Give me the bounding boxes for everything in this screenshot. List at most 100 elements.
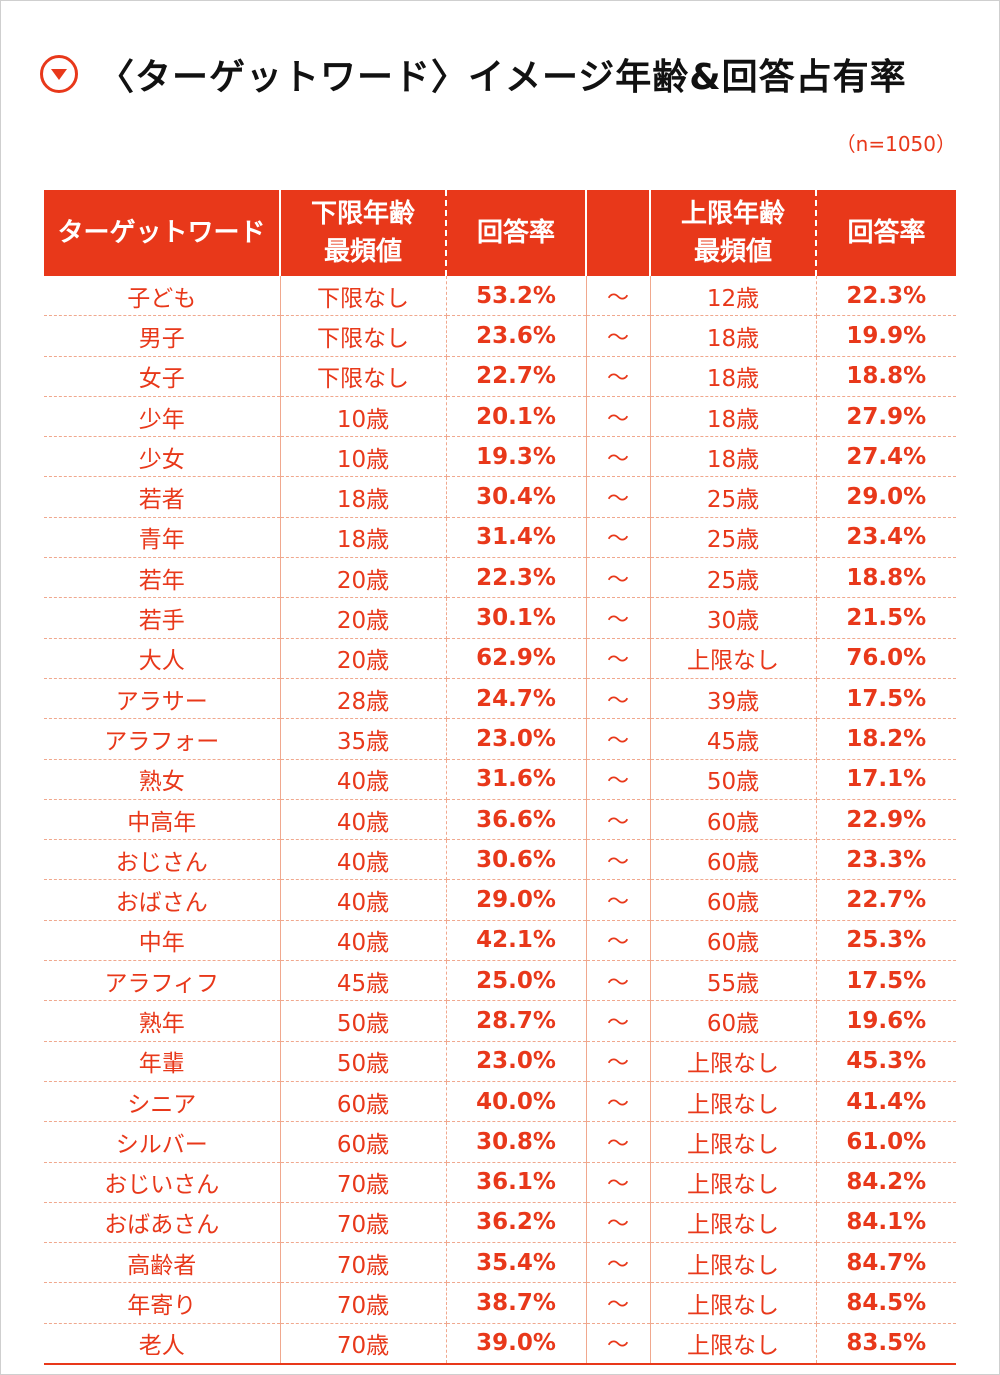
cell-tilde: 〜 xyxy=(586,1121,651,1163)
cell-tilde: 〜 xyxy=(586,638,651,679)
cell-lower-age: 20歳 xyxy=(280,597,447,639)
cell-lower-rate: 36.1% xyxy=(446,1162,587,1203)
cell-upper-rate: 18.8% xyxy=(816,557,956,599)
cell-upper-age: 18歳 xyxy=(650,315,817,357)
cell-lower-age: 50歳 xyxy=(280,1000,447,1042)
cell-target-word: おばあさん xyxy=(44,1202,281,1244)
table-row: おじいさん 70歳 36.1% 〜上限なし 84.2% xyxy=(44,1162,956,1203)
cell-target-word: 中年 xyxy=(44,920,281,962)
cell-target-word: 子ども xyxy=(44,276,281,317)
table-body: 子ども 下限なし 53.2% 〜 12歳 22.3% 男子 下限なし 23.6% 〜 18歳 19.9… xyxy=(44,276,956,1366)
cell-tilde: 〜 xyxy=(586,1162,651,1203)
cell-upper-age: 上限なし xyxy=(650,1121,817,1163)
cell-lower-rate: 29.0% xyxy=(446,879,587,921)
cell-target-word: 年寄り xyxy=(44,1282,281,1324)
cell-upper-rate: 23.3% xyxy=(816,839,956,881)
cell-upper-age: 60歳 xyxy=(650,799,817,841)
cell-lower-age: 70歳 xyxy=(280,1242,447,1284)
table-row: 年輩 50歳 23.0% 〜上限なし 45.3% xyxy=(44,1041,956,1082)
cell-tilde: 〜 xyxy=(586,1081,651,1123)
table-row: 少女 10歳 19.3% 〜 18歳 27.4% xyxy=(44,436,956,478)
table-row: アラフィフ 45歳 25.0% 〜 55歳 17.5% xyxy=(44,960,956,1002)
cell-upper-age: 18歳 xyxy=(650,356,817,397)
table-row: 大人 20歳 62.9% 〜上限なし 76.0% xyxy=(44,638,956,679)
table-row: 年寄り 70歳 38.7% 〜上限なし 84.5% xyxy=(44,1282,956,1324)
cell-tilde: 〜 xyxy=(586,396,651,438)
header-tilde xyxy=(586,190,651,276)
cell-upper-age: 25歳 xyxy=(650,476,817,518)
cell-upper-rate: 41.4% xyxy=(816,1081,956,1123)
cell-target-word: 高齢者 xyxy=(44,1242,281,1284)
cell-lower-age: 70歳 xyxy=(280,1282,447,1324)
cell-target-word: 若者 xyxy=(44,476,281,518)
cell-tilde: 〜 xyxy=(586,678,651,720)
cell-target-word: 女子 xyxy=(44,356,281,397)
table-row: 女子 下限なし 22.7% 〜 18歳 18.8% xyxy=(44,356,956,397)
cell-lower-age: 20歳 xyxy=(280,638,447,679)
cell-upper-age: 上限なし xyxy=(650,1162,817,1203)
cell-target-word: 熟年 xyxy=(44,1000,281,1042)
cell-upper-age: 上限なし xyxy=(650,1202,817,1244)
table-row: おばあさん 70歳 36.2% 〜上限なし 84.1% xyxy=(44,1202,956,1244)
cell-target-word: 少女 xyxy=(44,436,281,478)
cell-upper-age: 上限なし xyxy=(650,1081,817,1123)
cell-lower-rate: 36.2% xyxy=(446,1202,587,1244)
cell-lower-age: 10歳 xyxy=(280,436,447,478)
cell-tilde: 〜 xyxy=(586,315,651,357)
cell-lower-age: 40歳 xyxy=(280,759,447,800)
cell-lower-rate: 20.1% xyxy=(446,396,587,438)
table-row: 子ども 下限なし 53.2% 〜 12歳 22.3% xyxy=(44,276,956,317)
cell-target-word: 年輩 xyxy=(44,1041,281,1082)
cell-lower-age: 70歳 xyxy=(280,1323,447,1366)
cell-upper-rate: 17.5% xyxy=(816,678,956,720)
cell-tilde: 〜 xyxy=(586,960,651,1002)
cell-lower-rate: 23.6% xyxy=(446,315,587,357)
cell-lower-rate: 24.7% xyxy=(446,678,587,720)
cell-upper-rate: 84.7% xyxy=(816,1242,956,1284)
cell-lower-age: 20歳 xyxy=(280,557,447,599)
cell-upper-rate: 25.3% xyxy=(816,920,956,962)
cell-lower-rate: 31.6% xyxy=(446,759,587,800)
header-lower-age-mode: 下限年齢 最頻値 xyxy=(280,190,447,276)
cell-lower-rate: 38.7% xyxy=(446,1282,587,1324)
cell-lower-age: 18歳 xyxy=(280,517,447,559)
cell-tilde: 〜 xyxy=(586,356,651,397)
cell-upper-rate: 29.0% xyxy=(816,476,956,518)
title-row: 〈ターゲットワード〉イメージ年齢&回答占有率 xyxy=(40,48,907,100)
cell-lower-rate: 36.6% xyxy=(446,799,587,841)
cell-lower-age: 10歳 xyxy=(280,396,447,438)
cell-lower-rate: 53.2% xyxy=(446,276,587,317)
cell-upper-rate: 18.8% xyxy=(816,356,956,397)
cell-lower-age: 60歳 xyxy=(280,1121,447,1163)
cell-target-word: 若手 xyxy=(44,597,281,639)
cell-lower-age: 下限なし xyxy=(280,356,447,397)
chevron-down-glyph xyxy=(51,69,67,80)
cell-target-word: アラフィフ xyxy=(44,960,281,1002)
table-row: 男子 下限なし 23.6% 〜 18歳 19.9% xyxy=(44,315,956,357)
header-upper-age-mode: 上限年齢 最頻値 xyxy=(650,190,817,276)
cell-upper-age: 60歳 xyxy=(650,879,817,921)
cell-tilde: 〜 xyxy=(586,920,651,962)
table-row: 若年 20歳 22.3% 〜 25歳 18.8% xyxy=(44,557,956,599)
cell-lower-age: 45歳 xyxy=(280,960,447,1002)
cell-lower-age: 40歳 xyxy=(280,799,447,841)
table-row: 高齢者 70歳 35.4% 〜上限なし 84.7% xyxy=(44,1242,956,1284)
cell-upper-rate: 19.6% xyxy=(816,1000,956,1042)
cell-target-word: おばさん xyxy=(44,879,281,921)
cell-lower-age: 下限なし xyxy=(280,315,447,357)
table-row: 少年 10歳 20.1% 〜 18歳 27.9% xyxy=(44,396,956,438)
table-row: 熟年 50歳 28.7% 〜 60歳 19.6% xyxy=(44,1000,956,1042)
cell-tilde: 〜 xyxy=(586,1282,651,1324)
cell-lower-age: 18歳 xyxy=(280,476,447,518)
cell-lower-rate: 19.3% xyxy=(446,436,587,478)
cell-target-word: アラフォー xyxy=(44,718,281,760)
cell-upper-rate: 22.7% xyxy=(816,879,956,921)
table-row: 若手 20歳 30.1% 〜 30歳 21.5% xyxy=(44,597,956,639)
cell-target-word: 青年 xyxy=(44,517,281,559)
cell-tilde: 〜 xyxy=(586,759,651,800)
cell-lower-rate: 25.0% xyxy=(446,960,587,1002)
cell-lower-age: 70歳 xyxy=(280,1202,447,1244)
cell-tilde: 〜 xyxy=(586,517,651,559)
cell-tilde: 〜 xyxy=(586,276,651,317)
table-row: アラサー 28歳 24.7% 〜 39歳 17.5% xyxy=(44,678,956,720)
